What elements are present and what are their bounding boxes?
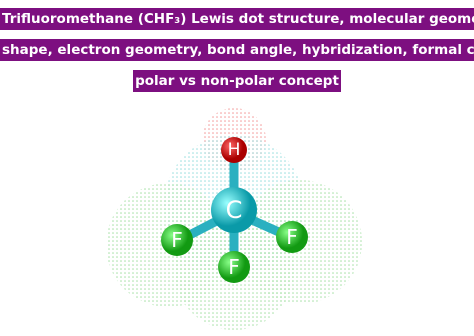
title-line: Trifluoromethane (CHF₃) Lewis dot struct… <box>0 8 474 30</box>
atom: F <box>161 224 193 256</box>
atom-label: F <box>171 228 183 252</box>
atom-label: H <box>228 140 241 160</box>
title-line: shape, electron geometry, bond angle, hy… <box>0 39 474 61</box>
title-line: polar vs non-polar concept <box>0 70 474 92</box>
title-text: polar vs non-polar concept <box>133 70 341 92</box>
atom: F <box>218 251 250 283</box>
atom: F <box>276 221 308 253</box>
title-text: shape, electron geometry, bond angle, hy… <box>0 39 474 61</box>
atom-label: F <box>286 225 298 249</box>
atom-label: F <box>228 255 240 279</box>
atom-label: C <box>226 196 243 224</box>
atom: C <box>211 187 257 233</box>
atom: H <box>221 137 247 163</box>
title-text: Trifluoromethane (CHF₃) Lewis dot struct… <box>0 8 474 30</box>
